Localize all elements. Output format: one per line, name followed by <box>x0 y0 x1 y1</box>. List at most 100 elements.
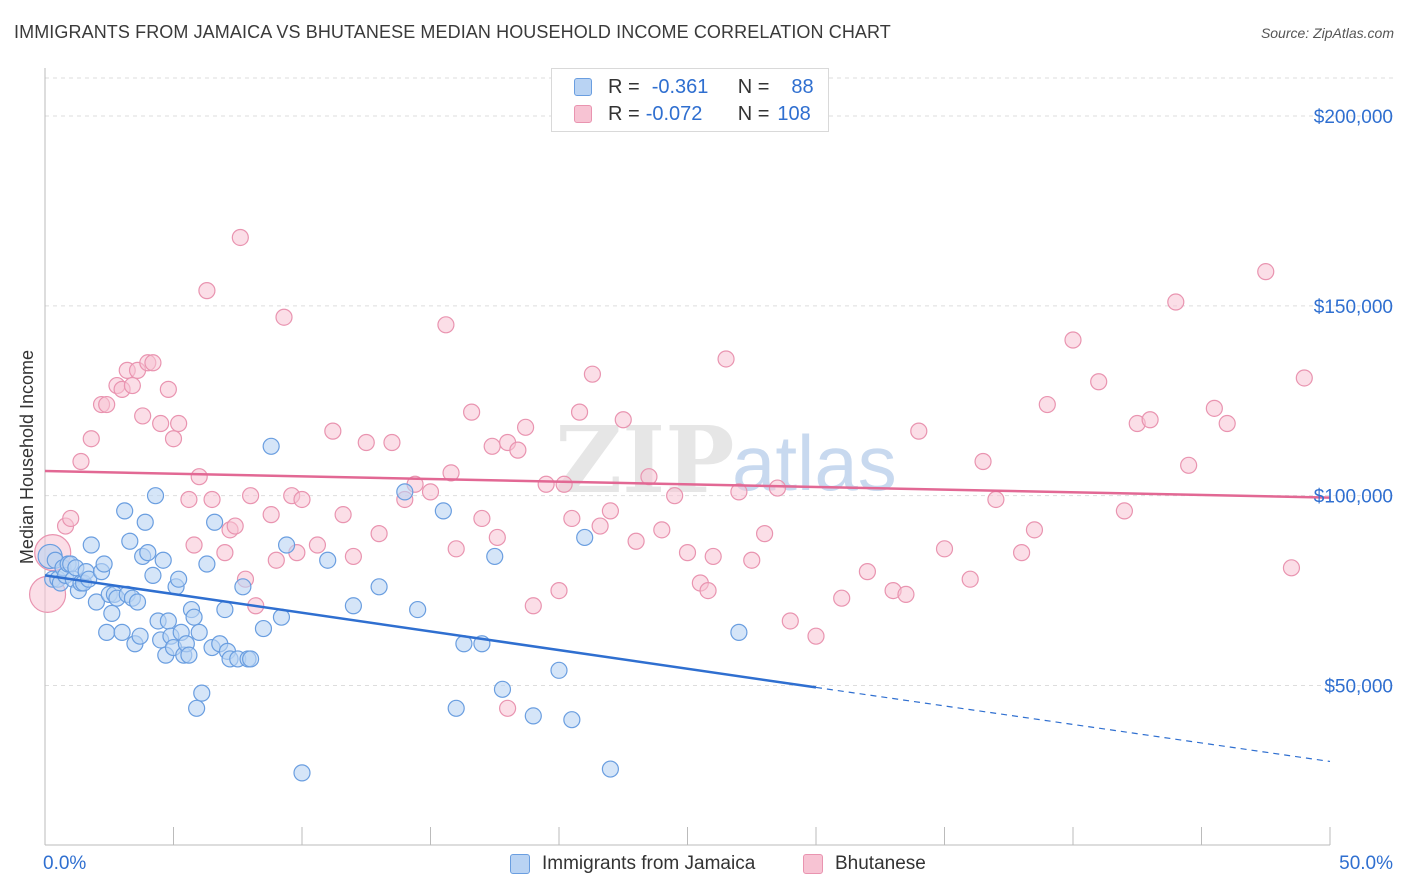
bhutanese-point <box>216 544 234 562</box>
bhutanese-trend-line <box>44 469 1331 499</box>
jamaica-point <box>185 608 203 626</box>
bhutanese-point <box>190 468 208 486</box>
bhutanese-point <box>185 536 203 554</box>
bhutanese-point <box>961 570 979 588</box>
bhutanese-point <box>653 521 671 539</box>
bhutanese-point <box>627 532 645 550</box>
y-tick-label: $200,000 <box>1314 107 1393 128</box>
bhutanese-point <box>1295 369 1313 387</box>
watermark: ZIP atlas <box>555 406 897 514</box>
bhutanese-point <box>152 414 170 433</box>
bhutanese-point <box>1167 293 1185 311</box>
bhutanese-point <box>231 228 249 247</box>
jamaica-point <box>188 699 206 717</box>
jamaica-legend-swatch <box>510 854 530 874</box>
jamaica-swatch <box>574 78 592 96</box>
bhutanese-point <box>704 547 722 566</box>
bhutanese-point <box>550 581 568 600</box>
jamaica-point <box>139 544 157 562</box>
bhutanese-point <box>170 414 188 433</box>
bhutanese-point <box>370 525 388 543</box>
bhutanese-point <box>198 282 216 300</box>
bhutanese-point <box>275 308 293 326</box>
bhutanese-point <box>62 509 80 528</box>
n-label: N = <box>737 102 770 125</box>
jamaica-point <box>434 502 452 520</box>
jamaica-trend-line <box>44 574 817 689</box>
chart-title: IMMIGRANTS FROM JAMAICA VS BHUTANESE MED… <box>14 22 891 42</box>
bhutanese-point <box>82 430 100 448</box>
jamaica-point <box>193 684 211 702</box>
bhutanese-point <box>987 490 1005 509</box>
jamaica-trend-extension <box>815 686 1331 763</box>
bhutanese-point <box>614 411 632 429</box>
bhutanese-point <box>1038 395 1056 414</box>
bhutanese-point <box>1180 456 1198 474</box>
n-value: 108 <box>777 102 811 125</box>
r-label: R = <box>608 102 640 125</box>
jamaica-point <box>198 555 216 573</box>
bhutanese-point <box>570 403 589 421</box>
x-tick-label: 50.0% <box>1339 853 1393 874</box>
bhutanese-point <box>164 430 183 448</box>
stats-legend: R = -0.361 N = 88 R = -0.072 N = 108 <box>551 68 829 132</box>
bhutanese-point <box>1218 414 1236 433</box>
jamaica-point <box>319 551 337 569</box>
jamaica-point <box>242 650 260 668</box>
bhutanese-point <box>509 441 527 459</box>
bhutanese-point <box>563 509 581 528</box>
bhutanese-point <box>483 437 501 455</box>
trend-lines <box>44 469 1331 763</box>
bhutanese-point <box>262 506 280 524</box>
y-tick-label: $100,000 <box>1314 487 1393 508</box>
legend-label-jamaica: Immigrants from Jamaica <box>542 853 756 874</box>
r-label: R = <box>608 75 640 98</box>
tick-labels: $50,000 $100,000 $150,000 $200,000 0.0% 50.0% <box>43 107 1393 874</box>
bhutanese-point <box>910 422 928 440</box>
bhutanese-point <box>267 551 285 569</box>
bhutanese-point <box>488 528 506 547</box>
jamaica-point <box>206 513 224 531</box>
bhutanese-legend-swatch <box>803 854 823 874</box>
jamaica-point <box>170 570 188 588</box>
bhutanese-point <box>743 551 761 569</box>
source-credit: Source: ZipAtlas.com <box>1260 25 1394 41</box>
bhutanese-point <box>357 433 375 452</box>
bhutanese-point <box>755 525 774 543</box>
jamaica-point <box>576 528 594 547</box>
r-value: -0.072 <box>645 102 703 125</box>
jamaica-point <box>563 711 581 729</box>
x-tick-label: 0.0% <box>43 853 86 874</box>
jamaica-point <box>190 623 208 641</box>
bhutanese-point <box>499 699 517 717</box>
bhutanese-point <box>447 540 465 558</box>
legend-item-jamaica[interactable]: Immigrants from Jamaica <box>510 850 755 878</box>
bhutanese-point <box>442 464 460 482</box>
bhutanese-point <box>203 490 221 509</box>
bhutanese-point <box>730 483 748 501</box>
jamaica-point <box>146 487 165 505</box>
jamaica-point <box>144 566 162 585</box>
jamaica-point <box>344 597 362 615</box>
grid-lines <box>45 77 1395 687</box>
jamaica-point <box>216 600 234 619</box>
bhutanese-point <box>1282 559 1301 577</box>
jamaica-point <box>116 502 134 520</box>
bhutanese-point <box>242 487 260 505</box>
bhutanese-point <box>98 395 116 414</box>
jamaica-point <box>262 437 280 455</box>
y-tick-label: $50,000 <box>1324 677 1393 698</box>
bhutanese-point <box>1205 399 1223 417</box>
legend-item-bhutanese[interactable]: Bhutanese <box>803 850 926 878</box>
jamaica-point <box>486 547 504 566</box>
axes <box>44 68 1331 846</box>
jamaica-point <box>524 707 542 725</box>
bhutanese-point <box>858 563 877 581</box>
jamaica-point <box>370 578 388 596</box>
bhutanese-point <box>699 581 717 600</box>
bhutanese-point <box>781 612 799 630</box>
bhutanese-point <box>1025 521 1044 539</box>
bhutanese-swatch <box>574 105 592 123</box>
bhutanese-point <box>974 452 992 471</box>
